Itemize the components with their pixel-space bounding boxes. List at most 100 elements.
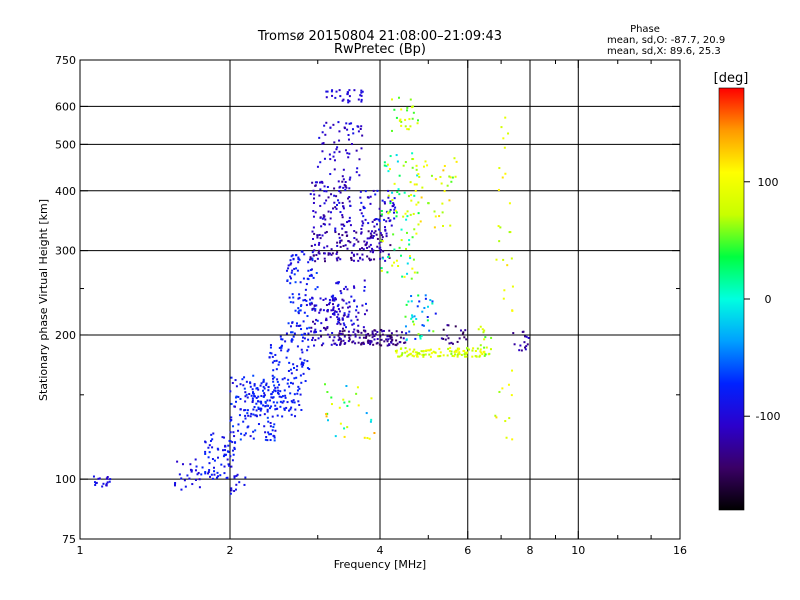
data-point	[224, 449, 227, 452]
data-point	[395, 349, 398, 352]
data-point	[340, 292, 343, 295]
data-point	[310, 326, 313, 329]
data-point	[350, 319, 353, 322]
data-point	[442, 224, 445, 227]
data-point	[291, 321, 294, 324]
data-point	[422, 324, 425, 327]
x-tick-label: 4	[377, 544, 384, 557]
data-point	[415, 354, 418, 357]
data-point	[289, 368, 292, 371]
data-point	[471, 355, 474, 358]
data-point	[326, 245, 329, 248]
data-point	[378, 247, 381, 250]
y-tick-label: 500	[55, 138, 76, 151]
data-point	[485, 346, 488, 349]
data-point	[210, 433, 213, 436]
data-point	[281, 378, 284, 381]
data-point	[207, 470, 210, 473]
data-point	[325, 230, 328, 233]
data-point	[273, 389, 276, 392]
data-point	[274, 408, 277, 411]
data-point	[333, 187, 336, 190]
data-point	[325, 90, 328, 93]
data-point	[274, 386, 277, 389]
data-point	[233, 435, 236, 438]
data-point	[212, 432, 215, 435]
data-point	[420, 335, 423, 338]
data-point	[368, 257, 371, 260]
data-point	[362, 342, 365, 345]
data-point	[249, 381, 252, 384]
data-point	[410, 277, 413, 280]
data-point	[341, 99, 344, 102]
data-point	[405, 332, 408, 335]
data-point	[400, 254, 403, 257]
data-point	[304, 294, 307, 297]
stats-line-x: mean, sd,X: 89.6, 25.3	[607, 46, 721, 57]
data-point	[106, 476, 109, 479]
data-point	[360, 100, 363, 103]
data-point	[257, 395, 260, 398]
data-point	[394, 206, 397, 209]
data-point	[525, 345, 528, 348]
data-point	[356, 253, 359, 256]
data-point	[335, 257, 338, 260]
data-point	[97, 477, 100, 480]
data-point	[447, 324, 450, 327]
data-point	[367, 341, 370, 344]
data-point	[386, 271, 389, 274]
data-point	[213, 470, 216, 473]
data-point	[302, 320, 305, 323]
data-point	[397, 265, 400, 268]
data-point	[453, 350, 456, 353]
data-point	[342, 205, 345, 208]
data-point	[504, 116, 507, 119]
data-point	[332, 155, 335, 158]
data-point	[463, 336, 466, 339]
data-point	[217, 448, 220, 451]
data-point	[309, 193, 312, 196]
data-point	[498, 167, 501, 170]
data-point	[507, 383, 510, 386]
data-point	[280, 396, 283, 399]
data-point	[319, 329, 322, 332]
data-point	[328, 301, 331, 304]
data-point	[400, 239, 403, 242]
data-point	[390, 332, 393, 335]
data-point	[504, 420, 507, 423]
data-point	[346, 426, 349, 429]
data-point	[388, 210, 391, 213]
data-point	[373, 338, 376, 341]
data-point	[347, 156, 350, 159]
data-point	[379, 249, 382, 252]
data-point	[268, 433, 271, 436]
data-point	[342, 299, 345, 302]
data-point	[376, 189, 379, 192]
data-point	[276, 386, 279, 389]
data-point	[324, 218, 327, 221]
data-point	[312, 210, 315, 213]
data-point	[327, 210, 330, 213]
data-point	[426, 305, 429, 308]
data-point	[275, 368, 278, 371]
data-point	[229, 419, 232, 422]
data-point	[322, 216, 325, 219]
data-point	[458, 352, 461, 355]
data-point	[314, 184, 317, 187]
data-point	[345, 385, 348, 388]
data-point	[405, 339, 408, 342]
data-point	[373, 329, 376, 332]
data-point	[331, 312, 334, 315]
data-point	[484, 336, 487, 339]
data-point	[313, 197, 316, 200]
data-point	[341, 180, 344, 183]
data-point	[327, 253, 330, 256]
data-point	[348, 95, 351, 98]
data-point	[448, 199, 451, 202]
data-point	[242, 420, 245, 423]
data-point	[505, 436, 508, 439]
data-point	[388, 220, 391, 223]
data-point	[180, 488, 183, 491]
data-point	[479, 348, 482, 351]
data-point	[507, 132, 510, 135]
